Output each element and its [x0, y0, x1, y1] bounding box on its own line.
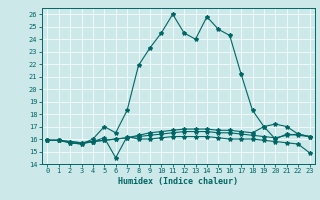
X-axis label: Humidex (Indice chaleur): Humidex (Indice chaleur)	[118, 177, 238, 186]
